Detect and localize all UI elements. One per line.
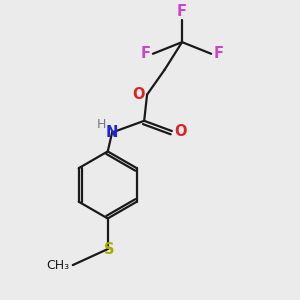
Text: N: N bbox=[106, 125, 118, 140]
Text: H: H bbox=[97, 118, 106, 131]
Text: CH₃: CH₃ bbox=[47, 259, 70, 272]
Text: F: F bbox=[213, 46, 223, 61]
Text: O: O bbox=[174, 124, 187, 139]
Text: F: F bbox=[177, 4, 187, 19]
Text: F: F bbox=[141, 46, 151, 61]
Text: S: S bbox=[104, 242, 114, 256]
Text: O: O bbox=[132, 87, 145, 102]
